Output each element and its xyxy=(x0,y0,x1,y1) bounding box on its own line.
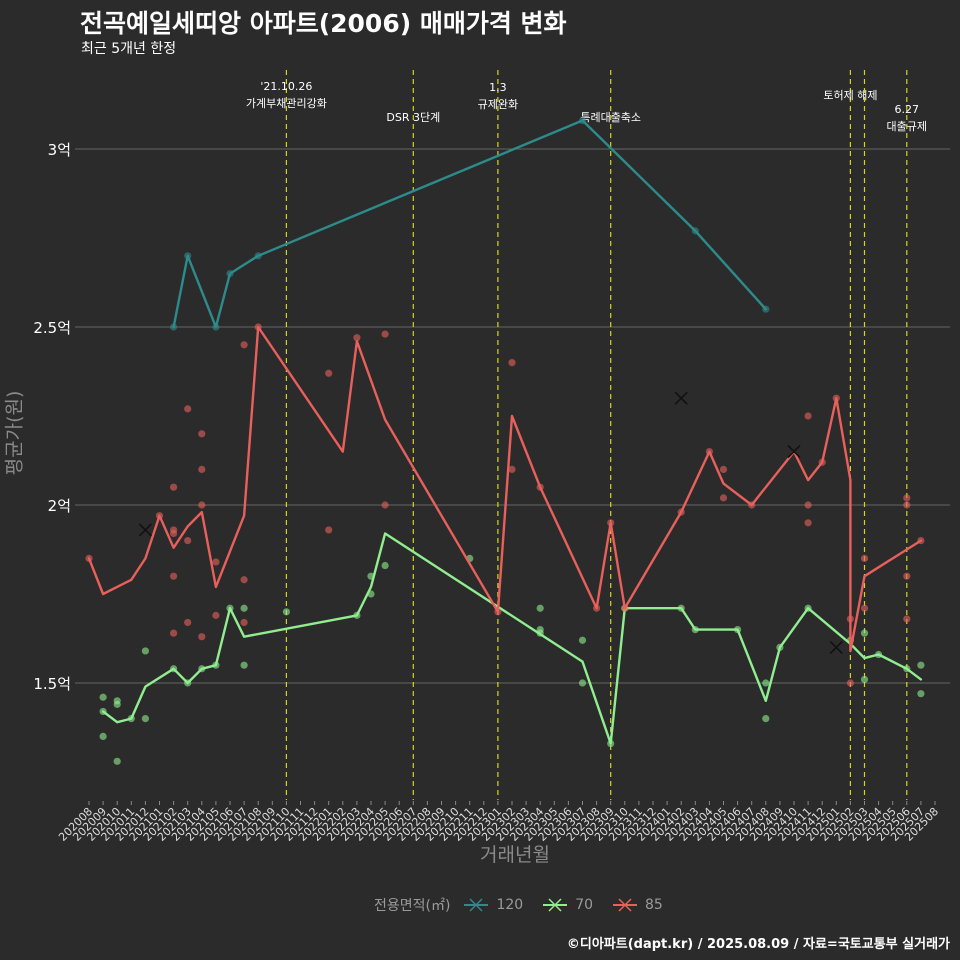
event-annotation: 특례대출축소 xyxy=(580,111,641,124)
series-70-point xyxy=(113,700,121,708)
y-tick-label: 1.5억 xyxy=(33,675,71,693)
event-annotation: '21.10.26 xyxy=(260,80,312,93)
series-70-cross-marker xyxy=(829,640,843,654)
series-70-point xyxy=(762,679,770,687)
series-85-point xyxy=(804,501,812,509)
series-70-point xyxy=(762,715,770,723)
series-85-point xyxy=(860,554,869,563)
series-120-line xyxy=(172,119,767,329)
event-annotation: DSR 3단계 xyxy=(386,111,440,124)
series-85-point xyxy=(198,430,206,438)
series-85-point xyxy=(804,519,812,527)
series-85-point xyxy=(903,501,911,509)
series-85-point xyxy=(184,618,192,627)
legend-title: 전용면적(㎡) xyxy=(374,898,451,914)
series-70-point xyxy=(240,661,248,669)
event-annotation: 6.27 xyxy=(895,103,920,116)
chart-subtitle: 최근 5개년 한정 xyxy=(81,41,177,57)
series-70-point xyxy=(282,608,290,616)
series-85-point xyxy=(198,633,206,641)
series-85-point xyxy=(184,537,192,545)
series-70-point xyxy=(141,715,149,723)
series-85-point xyxy=(170,529,178,538)
y-tick-label: 2.5억 xyxy=(33,319,71,337)
series-85-point xyxy=(325,369,333,377)
legend-key-85 xyxy=(613,898,638,912)
event-annotation: 가계부채관리강화 xyxy=(246,97,327,110)
legend-key-120 xyxy=(464,898,489,912)
y-tick-label: 3억 xyxy=(48,141,71,159)
legend: 전용면적(㎡) 120 70 85 xyxy=(374,895,675,915)
event-annotation: 1.3 xyxy=(489,81,507,94)
series-85-point xyxy=(212,558,220,566)
series-85-line xyxy=(87,325,923,653)
series-85-point xyxy=(240,618,248,627)
chart-title: 전곡예일세띠앙 아파트(2006) 매매가격 변화 xyxy=(80,9,567,38)
legend-label-70: 70 xyxy=(575,897,594,913)
series-85-cross-marker xyxy=(138,523,152,537)
y-tick-label: 2억 xyxy=(48,497,71,515)
series-85-point xyxy=(198,501,206,509)
series-85-point xyxy=(804,412,812,420)
series-70-point xyxy=(917,661,925,669)
series-85-point xyxy=(846,679,855,687)
series-85-point xyxy=(903,494,911,502)
series-85-point xyxy=(240,576,248,584)
series-70-point xyxy=(860,629,869,637)
series-85-point xyxy=(719,494,728,502)
event-annotation: 대출규제 xyxy=(887,120,927,133)
series-85-point xyxy=(508,465,516,473)
legend-key-70 xyxy=(543,898,568,912)
series-85-point xyxy=(353,334,361,342)
series-85-point xyxy=(170,629,178,637)
series-85-point xyxy=(184,405,192,413)
series-85-cross-stroke xyxy=(787,445,801,459)
series-85-cross-stroke xyxy=(674,391,688,405)
series-70-point xyxy=(578,679,587,687)
series-85-point xyxy=(170,483,178,491)
series-85-point xyxy=(903,615,911,623)
series-85-cross-marker xyxy=(674,391,688,405)
series-85-point xyxy=(381,501,389,509)
series-70-line xyxy=(101,532,923,745)
series-85-point xyxy=(508,359,516,367)
series-70-point xyxy=(578,636,587,644)
legend-label-120: 120 xyxy=(496,897,524,913)
series-70-point xyxy=(860,675,869,684)
series-70-cross-stroke xyxy=(829,640,843,654)
series-70-point xyxy=(99,732,107,741)
series-85-cross-marker xyxy=(787,445,801,459)
series-70-point xyxy=(240,604,248,612)
series-85-point xyxy=(198,465,206,473)
series-70-point xyxy=(99,693,107,701)
legend-label-85: 85 xyxy=(645,897,663,913)
series-70-point xyxy=(917,690,925,698)
series-85-cross-stroke xyxy=(138,523,152,537)
series-85-point xyxy=(170,572,178,580)
source-caption: ©디아파트(dapt.kr) / 2025.08.09 / 자료=국토교통부 실… xyxy=(566,937,950,952)
series-85-point xyxy=(212,611,220,619)
series-85-point xyxy=(719,465,728,473)
event-annotation: 토허제 해제 xyxy=(823,88,877,102)
series-70-point xyxy=(381,561,389,570)
series-70-point xyxy=(536,604,544,612)
series-70-point xyxy=(113,757,121,765)
x-axis-label: 거래년월 xyxy=(480,844,550,866)
event-annotation: 규제완화 xyxy=(478,98,518,111)
series-85-point xyxy=(240,341,248,349)
series-85-point xyxy=(381,330,389,338)
series-70-point xyxy=(141,647,149,655)
series-85-point xyxy=(325,526,333,534)
series-85-point xyxy=(860,604,869,612)
series-85-point xyxy=(903,572,911,580)
